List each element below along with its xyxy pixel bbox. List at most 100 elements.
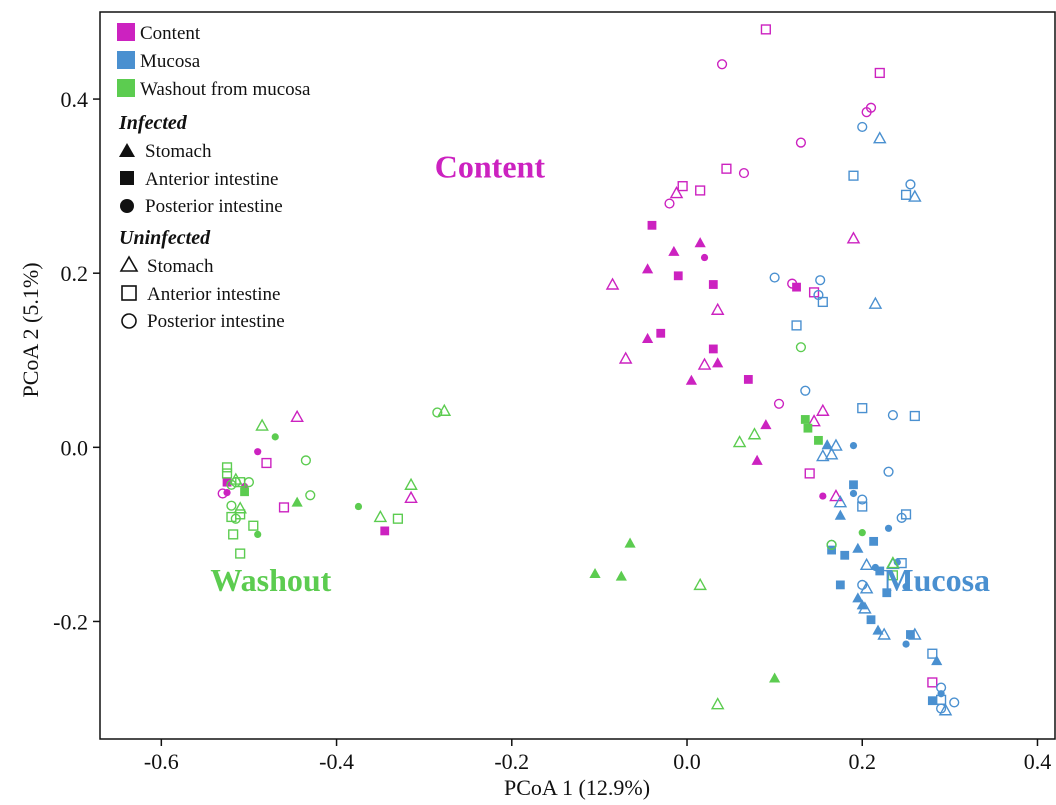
scatter-point-washout-circle [858,529,866,537]
legend-marker-infected-posterior [120,199,134,213]
scatter-point-washout-square [392,513,403,524]
scatter-point-mucosa-square [909,410,920,422]
x-tick-label: -0.4 [319,749,354,774]
scatter-point-content-square [743,375,753,384]
scatter-point-mucosa-circle [937,690,945,698]
scatter-point-mucosa-square [869,536,879,546]
scatter-point-mucosa-square [866,615,876,625]
legend-label-uninfected-stomach: Stomach [147,256,214,277]
scatter-point-washout-triangle [624,537,636,548]
scatter-point-washout-circle [226,500,237,511]
scatter-point-washout-square [221,468,233,479]
scatter-point-mucosa-circle [857,494,868,505]
scatter-point-mucosa-circle [949,697,960,708]
scatter-point-washout-circle [795,342,807,353]
scatter-point-washout-circle [300,455,311,466]
scatter-point-mucosa-triangle [931,655,943,666]
scatter-point-mucosa-square [927,648,938,659]
scatter-point-mucosa-square [849,480,858,490]
scatter-point-washout-circle [271,433,279,441]
scatter-point-mucosa-square [882,588,892,598]
scatter-point-content-square [278,502,290,513]
scatter-point-washout-circle [305,490,316,501]
scatter-point-mucosa-triangle [852,542,864,553]
data-points [217,24,960,716]
scatter-point-content-square [261,457,272,469]
scatter-point-mucosa-triangle [908,189,922,202]
scatter-point-content-circle [700,253,709,262]
scatter-point-mucosa-circle [849,441,858,450]
scatter-point-content-square [708,280,718,289]
scatter-point-mucosa-triangle [872,131,887,144]
scatter-point-mucosa-square [927,696,937,706]
legend-label-infected-anterior: Anterior intestine [145,169,279,190]
x-axis-title: PCoA 1 (12.9%) [504,775,650,800]
scatter-point-washout-circle [243,477,255,488]
scatter-point-washout-square [800,415,810,424]
scatter-point-washout-circle [432,407,443,418]
scatter-point-washout-square [803,423,813,433]
scatter-point-content-triangle [751,454,763,465]
scatter-point-mucosa-square [840,550,850,560]
y-axis-title: PCoA 2 (5.1%) [18,262,43,397]
legend-label-infected-posterior: Posterior intestine [145,196,283,217]
legend-swatch-washout [117,79,135,97]
scatter-point-content-triangle [846,231,861,244]
scatter-point-mucosa-circle [849,489,858,498]
x-tick-label: -0.2 [494,749,529,774]
x-tick-label: 0.2 [848,749,876,774]
scatter-point-mucosa-circle [902,640,910,648]
x-tick-label: 0.4 [1024,749,1052,774]
legend-heading-uninfected: Uninfected [119,227,211,249]
scatter-point-washout-square [228,529,239,540]
scatter-point-content-square [677,181,688,192]
scatter-point-content-triangle [641,263,654,274]
scatter-point-content-circle [861,107,872,118]
scatter-point-washout-triangle [710,697,725,710]
scatter-point-content-triangle [712,357,724,368]
scatter-point-washout-circle [826,539,837,550]
scatter-point-content-circle [716,59,728,70]
scatter-point-mucosa-square [817,296,828,308]
scatter-point-washout-circle [230,513,241,524]
scatter-point-content-square [708,344,718,354]
scatter-point-washout-triangle [373,509,388,523]
scatter-point-content-triangle [685,374,697,385]
scatter-point-mucosa-square [791,320,802,331]
legend-swatch-content [117,23,135,41]
legend-label-infected-stomach: Stomach [145,141,212,162]
scatter-point-content-triangle [605,277,620,290]
x-axis-ticks: -0.6 -0.4 -0.2 0.0 0.2 0.4 [144,739,1051,774]
scatter-point-mucosa-circle [883,466,894,477]
scatter-point-washout-square [221,462,233,473]
scatter-point-mucosa-circle [887,410,899,421]
scatter-point-content-triangle [760,419,772,430]
scatter-point-mucosa-triangle [829,438,843,451]
scatter-point-content-square [380,526,390,536]
scatter-point-washout-square [226,511,237,523]
scatter-point-mucosa-square [848,170,859,181]
x-tick-label: 0.0 [673,749,701,774]
scatter-point-mucosa-triangle [816,448,830,462]
scatter-point-mucosa-circle [815,275,826,286]
scatter-point-washout-triangle [769,672,781,683]
scatter-point-washout-triangle [291,496,303,507]
scatter-point-mucosa-triangle [938,703,953,716]
scatter-point-mucosa-triangle [833,495,848,508]
scatter-point-mucosa-circle [800,385,811,396]
scatter-point-washout-triangle [404,477,418,490]
x-tick-label: -0.6 [144,749,179,774]
scatter-point-mucosa-circle [896,512,907,523]
scatter-point-content-square [792,282,801,292]
scatter-point-mucosa-triangle [908,627,922,640]
scatter-point-content-circle [819,492,827,500]
scatter-point-mucosa-circle [905,179,916,190]
scatter-point-content-square [760,24,771,35]
legend-marker-infected-stomach [119,143,135,157]
scatter-point-mucosa-square [896,558,907,569]
scatter-point-mucosa-triangle [859,581,874,594]
scatter-point-washout-triangle [255,418,269,431]
scatter-point-mucosa-circle [769,272,780,283]
scatter-point-content-triangle [290,409,304,423]
